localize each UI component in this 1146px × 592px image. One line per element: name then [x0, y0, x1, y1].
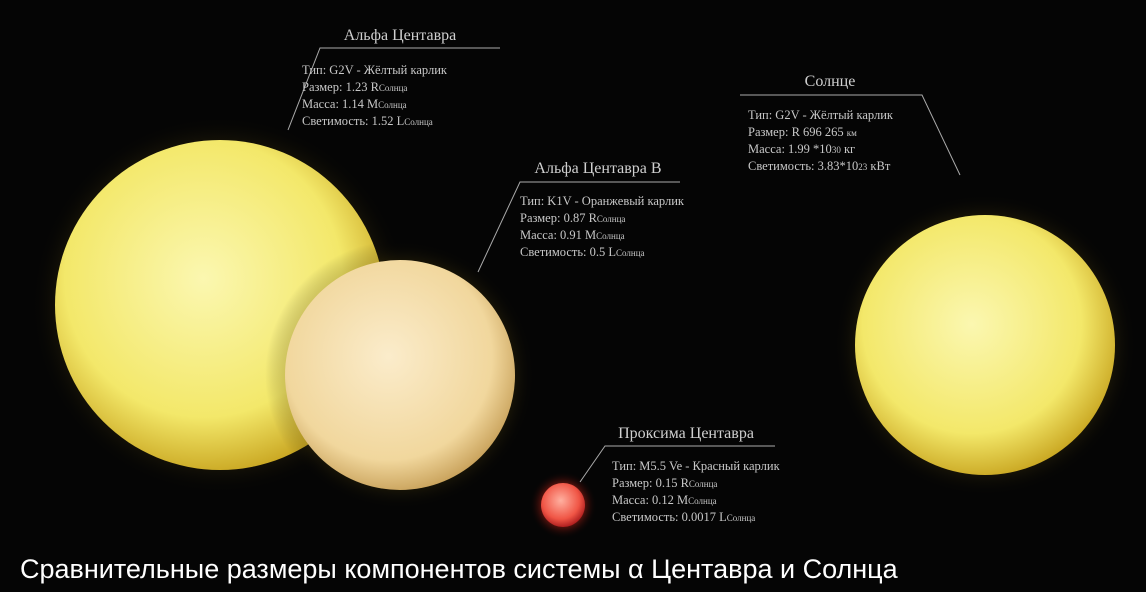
info-main: Светимость: 3.83*10 [748, 159, 858, 173]
info-main: Масса: 1.99 *10 [748, 142, 832, 156]
info-line: Тип: M5.5 Ve - Красный карлик [612, 459, 781, 473]
info-line: Тип: G2V - Жёлтый карлик [302, 63, 448, 77]
info-main: Размер: 0.15 R [612, 476, 690, 490]
info-small: Солнца [727, 513, 756, 523]
info-line: Размер: 0.87 RСолнца [520, 211, 625, 225]
info-line: Размер: 0.15 RСолнца [612, 476, 717, 490]
info-main: Светимость: 0.5 L [520, 245, 616, 259]
info-line: Размер: 1.23 RСолнца [302, 80, 407, 94]
info-small: Солнца [379, 83, 408, 93]
info-main: Масса: 1.14 M [302, 97, 378, 111]
info-main: Масса: 0.91 M [520, 228, 596, 242]
star-proxima [541, 483, 585, 527]
info-line: Тип: K1V - Оранжевый карлик [520, 194, 685, 208]
info-small: Солнца [404, 117, 433, 127]
info-main: Светимость: 1.52 L [302, 114, 404, 128]
info-main: Тип: M5.5 Ve - Красный карлик [612, 459, 781, 473]
star-sun [855, 215, 1115, 475]
info-small: км [847, 128, 857, 138]
info-line: Размер: R 696 265 км [748, 125, 857, 139]
star-name: Альфа Центавра B [534, 160, 661, 177]
info-line: Масса: 0.12 MСолнца [612, 493, 717, 507]
info-line: Масса: 1.99 *1030 кг [748, 142, 855, 156]
info-line: Масса: 1.14 MСолнца [302, 97, 407, 111]
star-name: Проксима Центавра [618, 425, 754, 442]
info-main: Тип: K1V - Оранжевый карлик [520, 194, 685, 208]
caption: Сравнительные размеры компонентов систем… [20, 554, 899, 584]
info-small: Солнца [597, 214, 626, 224]
info-main: Размер: R 696 265 [748, 125, 847, 139]
info-main: Масса: 0.12 M [612, 493, 688, 507]
info-line: Светимость: 1.52 LСолнца [302, 114, 433, 128]
info-main: Размер: 1.23 R [302, 80, 380, 94]
info-line: Светимость: 0.5 LСолнца [520, 245, 645, 259]
info-small: 23 [858, 162, 868, 172]
info-line: Светимость: 0.0017 LСолнца [612, 510, 755, 524]
info-main: Светимость: 0.0017 L [612, 510, 727, 524]
info-tail: кВт [867, 159, 891, 173]
info-line: Масса: 0.91 MСолнца [520, 228, 625, 242]
info-small: 30 [832, 145, 842, 155]
info-small: Солнца [596, 231, 625, 241]
star-name: Солнце [805, 73, 856, 90]
info-small: Солнца [378, 100, 407, 110]
info-main: Тип: G2V - Жёлтый карлик [748, 108, 894, 122]
star-alpha-b [285, 260, 515, 490]
info-line: Светимость: 3.83*1023 кВт [748, 159, 891, 173]
info-main: Тип: G2V - Жёлтый карлик [302, 63, 448, 77]
info-tail: кг [841, 142, 855, 156]
info-small: Солнца [616, 248, 645, 258]
star-name: Альфа Центавра [344, 27, 456, 44]
leader-lines [287, 47, 961, 483]
info-main: Размер: 0.87 R [520, 211, 598, 225]
info-small: Солнца [688, 496, 717, 506]
info-line: Тип: G2V - Жёлтый карлик [748, 108, 894, 122]
info-small: Солнца [689, 479, 718, 489]
labels: Альфа Центавра Тип: G2V - Жёлтый карлик Ра… [302, 27, 894, 524]
